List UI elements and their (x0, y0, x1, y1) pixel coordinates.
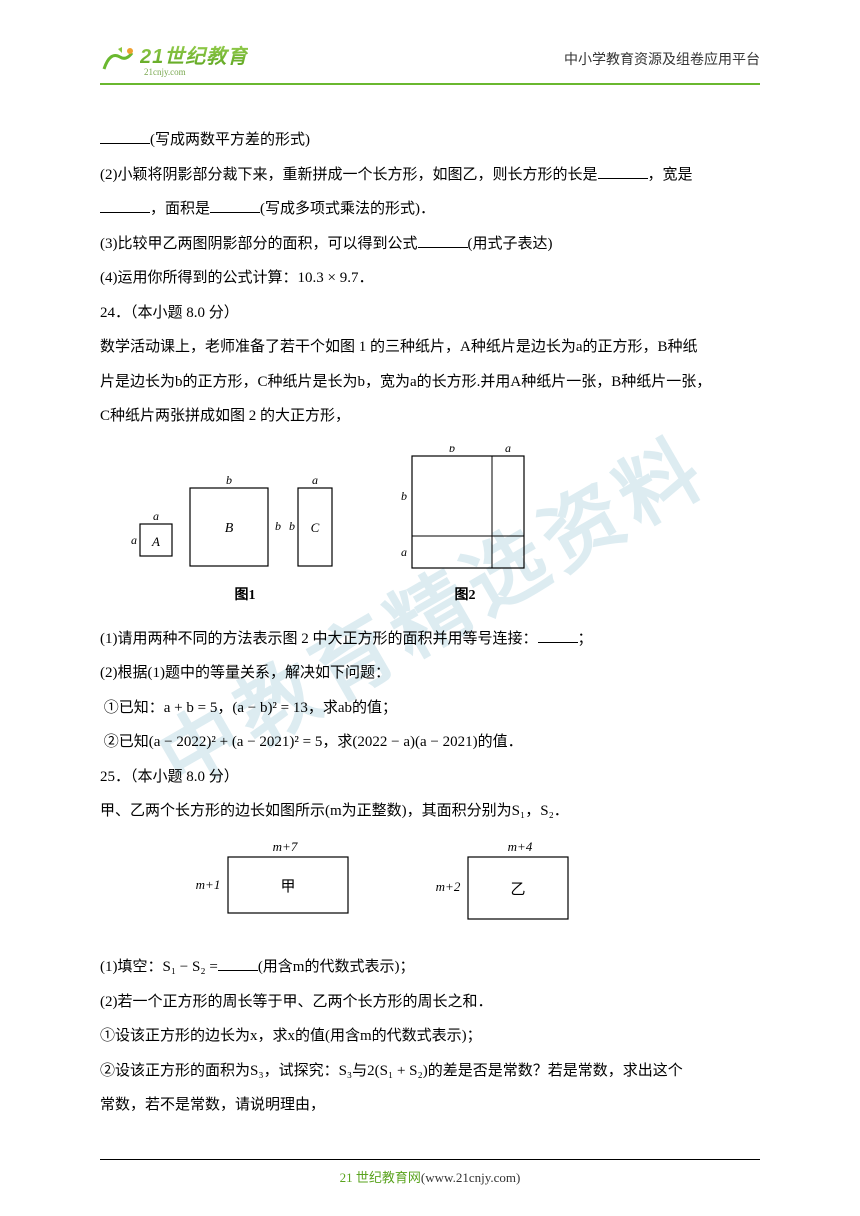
q24-p1: 数学活动课上，老师准备了若干个如图 1 的三种纸片，A种纸片是边长为a的正方形，… (100, 330, 760, 365)
svg-text:b: b (449, 446, 455, 455)
svg-text:m+2: m+2 (436, 879, 461, 894)
figure-1: A a a B b b C a b 图1 (130, 466, 360, 612)
svg-text:m+1: m+1 (196, 877, 221, 892)
q24-s2: (2)根据(1)题中的等量关系，解决如下问题： (100, 656, 760, 691)
q24-s2-1: ①已知：a + b = 5，(a − b)² = 13，求ab的值； (100, 691, 760, 726)
q25-s2-2b: 常数，若不是常数，请说明理由， (100, 1088, 760, 1123)
line-1: (写成两数平方差的形式) (100, 123, 760, 158)
svg-text:a: a (505, 446, 511, 455)
line-4: (3)比较甲乙两图阴影部分的面积，可以得到公式(用式子表达) (100, 227, 760, 262)
q24-head: 24．（本小题 8.0 分） (100, 296, 760, 331)
page: 21世纪教育 21cnjy.com 中小学教育资源及组卷应用平台 (写成两数平方… (0, 0, 860, 1153)
fig1-B-label: B (225, 521, 234, 536)
q24-s1: (1)请用两种不同的方法表示图 2 中大正方形的面积并用等号连接：； (100, 622, 760, 657)
svg-text:b: b (226, 473, 232, 487)
figure-row-1: A a a B b b C a b 图1 (130, 446, 760, 612)
svg-text:a: a (312, 473, 318, 487)
svg-text:乙: 乙 (510, 882, 525, 898)
svg-text:a: a (153, 509, 159, 523)
fig1-C-label: C (311, 520, 320, 535)
logo: 21世纪教育 21cnjy.com (100, 40, 248, 77)
q25-p1: 甲、乙两个长方形的边长如图所示(m为正整数)，其面积分别为S₁，S₂． (100, 794, 760, 829)
q25-head: 25．（本小题 8.0 分） (100, 760, 760, 795)
content: (写成两数平方差的形式) (2)小颖将阴影部分裁下来，重新拼成一个长方形，如图乙… (100, 123, 760, 1123)
svg-text:m+4: m+4 (508, 839, 533, 854)
q24-p2: 片是边长为b的正方形，C种纸片是长为b，宽为a的长方形.并用A种纸片一张，B种纸… (100, 365, 760, 400)
svg-text:a: a (131, 533, 137, 547)
svg-text:甲: 甲 (280, 879, 295, 895)
logo-text: 21世纪教育 (140, 40, 248, 69)
header-title: 中小学教育资源及组卷应用平台 (564, 49, 760, 69)
figure-2: b a b a 图2 (390, 446, 540, 612)
q25-s2: (2)若一个正方形的周长等于甲、乙两个长方形的周长之和． (100, 985, 760, 1020)
figure-row-2: m+7 m+1 甲 m+4 m+2 乙 (190, 839, 760, 943)
svg-text:b: b (401, 489, 407, 503)
line-3: ，面积是(写成多项式乘法的形式)． (100, 192, 760, 227)
footer: 21 世纪教育网(www.21cnjy.com) (0, 1167, 860, 1186)
svg-text:b: b (275, 519, 281, 533)
footer-url: (www.21cnjy.com) (421, 1170, 520, 1185)
q24-p3: C种纸片两张拼成如图 2 的大正方形， (100, 399, 760, 434)
q25-s1: (1)填空：S₁ − S₂ =(用含m的代数式表示)； (100, 950, 760, 985)
fig2-caption: 图2 (390, 580, 540, 612)
fig1-caption: 图1 (130, 580, 360, 612)
svg-text:b: b (289, 519, 295, 533)
rect-yi: m+4 m+2 乙 (430, 839, 590, 943)
q25-s2-1: ①设该正方形的边长为x，求x的值(用含m的代数式表示)； (100, 1019, 760, 1054)
footer-brand: 21 世纪教育网 (340, 1170, 421, 1185)
footer-line (100, 1159, 760, 1160)
svg-text:m+7: m+7 (273, 839, 298, 854)
q25-s2-2a: ②设该正方形的面积为S₃，试探究：S₃与2(S₁ + S₂)的差是否是常数？若是… (100, 1054, 760, 1089)
fig1-A-label: A (151, 534, 160, 549)
svg-text:a: a (401, 545, 407, 559)
logo-icon (100, 45, 136, 73)
line-2: (2)小颖将阴影部分裁下来，重新拼成一个长方形，如图乙，则长方形的长是，宽是 (100, 158, 760, 193)
rect-jia: m+7 m+1 甲 (190, 839, 360, 943)
q24-s2-2: ②已知(a − 2022)² + (a − 2021)² = 5，求(2022 … (100, 725, 760, 760)
line-5: (4)运用你所得到的公式计算：10.3 × 9.7． (100, 261, 760, 296)
page-header: 21世纪教育 21cnjy.com 中小学教育资源及组卷应用平台 (100, 40, 760, 85)
